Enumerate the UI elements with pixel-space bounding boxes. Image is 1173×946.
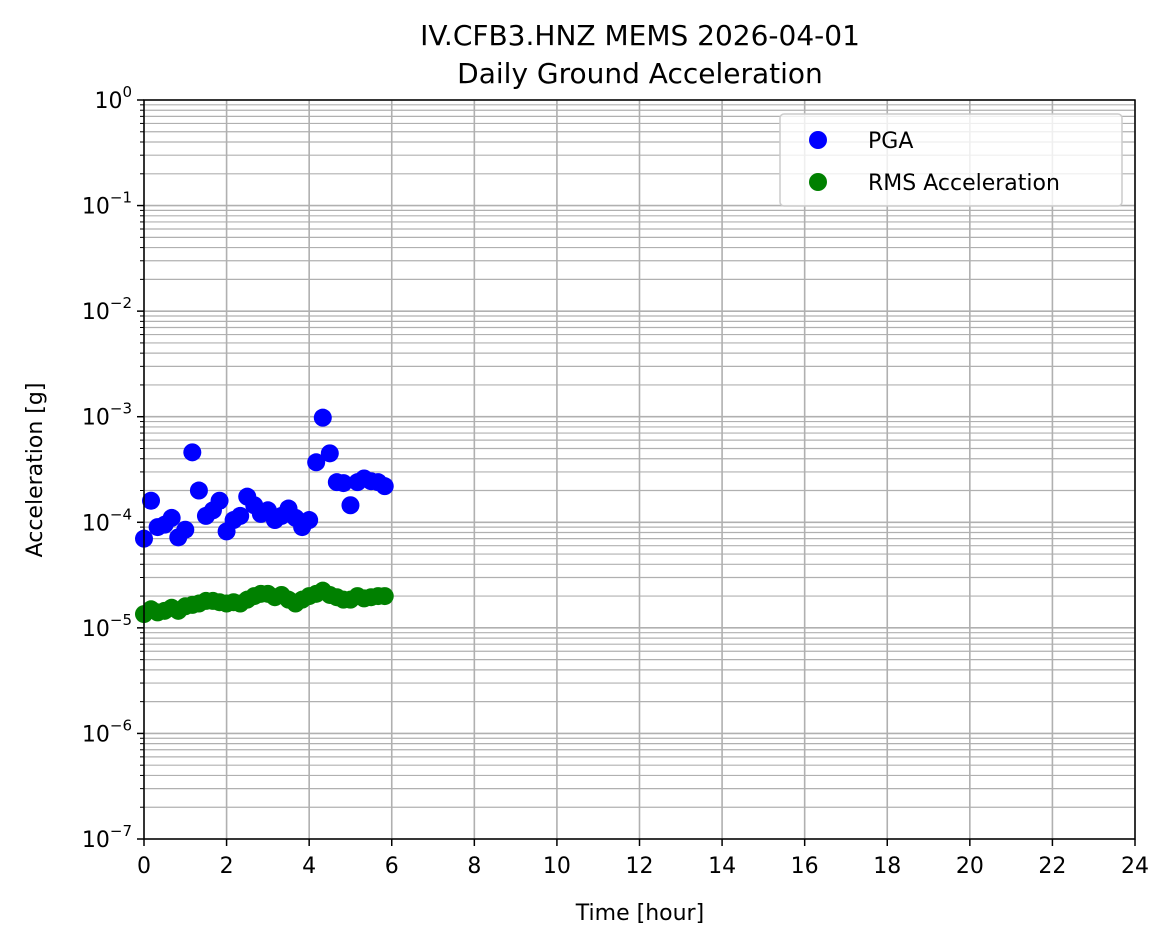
x-tick-label: 22 xyxy=(1038,854,1066,879)
legend: PGA RMS Acceleration xyxy=(779,113,1123,207)
data-point xyxy=(313,408,332,427)
y-tick-label: 10−7 xyxy=(82,822,132,853)
data-point xyxy=(231,506,250,525)
legend-label-rms: RMS Acceleration xyxy=(868,171,1060,196)
y-tick-label: 100 xyxy=(94,83,132,114)
y-tick-label: 10−6 xyxy=(82,716,132,747)
data-point xyxy=(300,511,319,530)
x-tick-label: 4 xyxy=(302,854,316,879)
x-tick-label: 12 xyxy=(626,854,654,879)
data-point xyxy=(341,496,360,515)
x-axis-ticks: 0 2 4 6 8 10 12 14 16 18 20 22 24 xyxy=(137,839,1149,879)
x-tick-label: 16 xyxy=(791,854,819,879)
chart-title: IV.CFB3.HNZ MEMS 2026-04-01 xyxy=(420,19,860,52)
data-point xyxy=(320,444,339,463)
data-point xyxy=(307,453,326,472)
x-tick-label: 20 xyxy=(956,854,984,879)
series-rms-acceleration xyxy=(135,581,394,624)
y-tick-label: 10−4 xyxy=(82,505,132,536)
x-tick-label: 8 xyxy=(467,854,481,879)
x-tick-label: 18 xyxy=(873,854,901,879)
chart-subtitle: Daily Ground Acceleration xyxy=(457,57,823,90)
data-point xyxy=(189,481,208,500)
series-pga xyxy=(135,408,394,548)
x-tick-label: 14 xyxy=(708,854,736,879)
data-point xyxy=(334,474,353,493)
data-point xyxy=(142,491,161,510)
y-axis-label: Acceleration [g] xyxy=(23,383,48,558)
y-tick-label: 10−5 xyxy=(82,611,132,642)
x-tick-label: 2 xyxy=(220,854,234,879)
y-tick-label: 10−2 xyxy=(82,294,132,325)
x-tick-label: 10 xyxy=(543,854,571,879)
y-tick-label: 10−3 xyxy=(82,400,132,431)
y-tick-label: 10−1 xyxy=(82,189,132,220)
data-point xyxy=(375,587,394,606)
y-axis-ticks: 10−7 10−6 10−5 10−4 10−3 10−2 10−1 100 xyxy=(82,83,144,853)
data-point xyxy=(375,477,394,496)
data-point xyxy=(210,491,229,510)
legend-marker-rms xyxy=(809,173,827,191)
grid xyxy=(143,99,1136,840)
x-tick-label: 0 xyxy=(137,854,151,879)
data-point xyxy=(176,520,195,539)
x-axis-label: Time [hour] xyxy=(575,901,704,926)
legend-label-pga: PGA xyxy=(868,129,913,154)
legend-box xyxy=(779,113,1123,207)
data-point xyxy=(162,508,181,527)
legend-marker-pga xyxy=(809,131,827,149)
data-points xyxy=(135,408,394,624)
data-point xyxy=(183,443,202,462)
plot-frame xyxy=(143,99,1136,840)
x-tick-label: 6 xyxy=(385,854,399,879)
x-tick-label: 24 xyxy=(1121,854,1149,879)
